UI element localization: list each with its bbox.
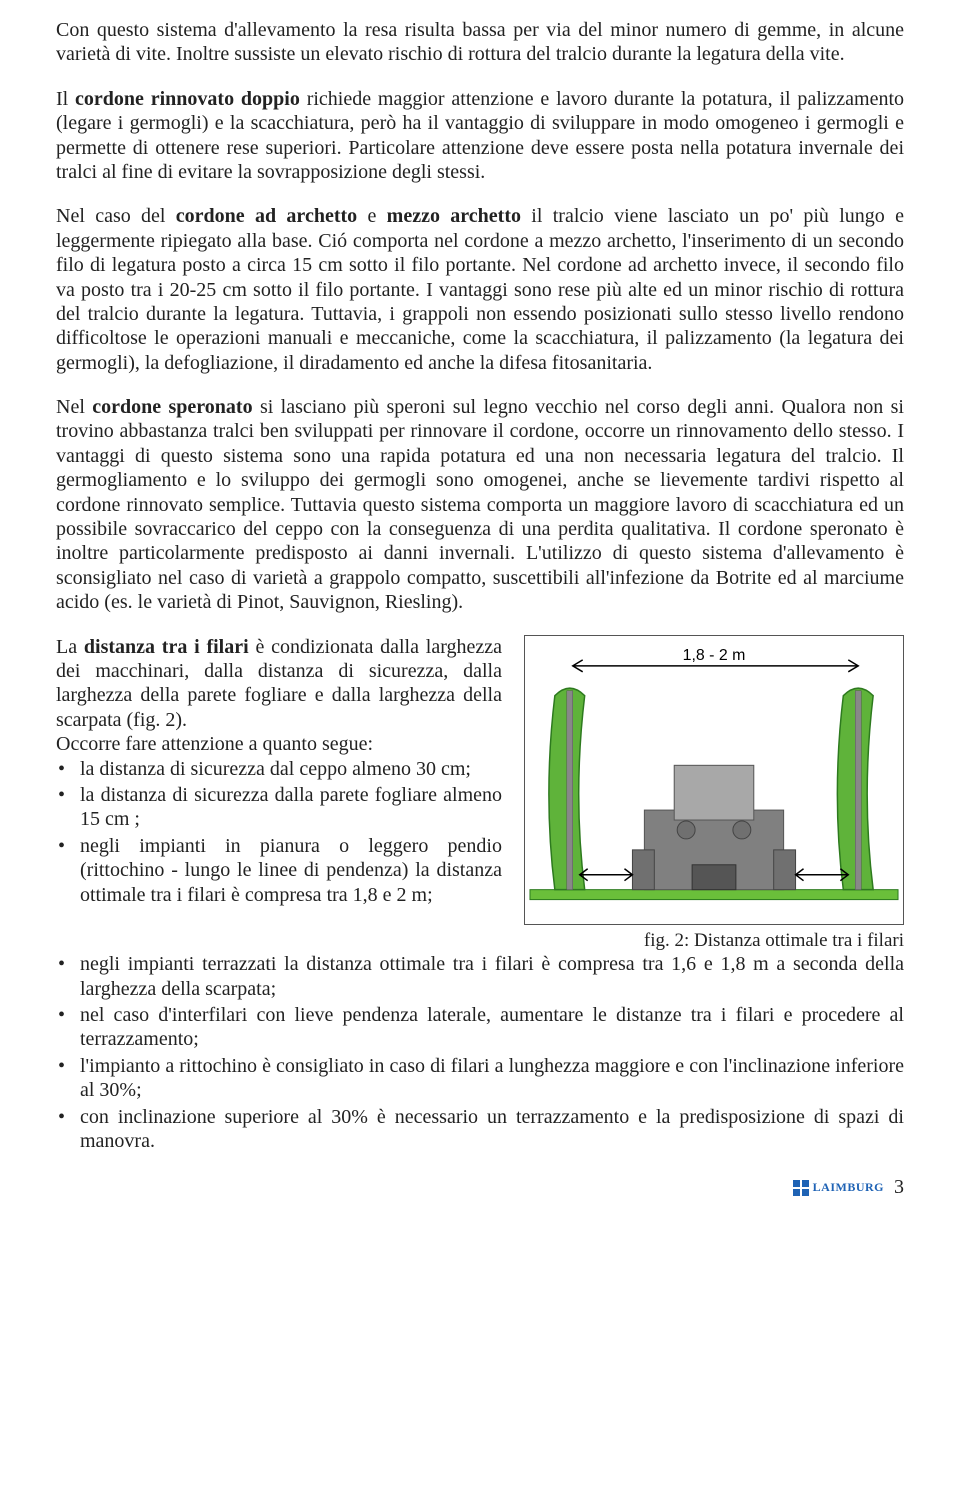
bullet-list-left: la distanza di sicurezza dal ceppo almen…	[56, 757, 502, 907]
p5-bold: distanza tra i filari	[84, 636, 249, 658]
figure-width-label: 1,8 - 2 m	[683, 646, 746, 663]
bullet-list-full: negli impianti terrazzati la distanza ot…	[56, 952, 904, 1153]
p5-prefix: La	[56, 636, 84, 658]
page-footer: LAIMBURG 3	[56, 1175, 904, 1199]
bullet-item: negli impianti in pianura o leggero pend…	[56, 834, 502, 907]
p2-bold: cordone rinnovato doppio	[75, 88, 300, 110]
p3-prefix: Nel caso del	[56, 205, 176, 227]
page-number: 3	[894, 1175, 904, 1199]
p2-prefix: Il	[56, 88, 75, 110]
bullet-item: con inclinazione superiore al 30% è nece…	[56, 1105, 904, 1154]
logo-text: LAIMBURG	[813, 1180, 884, 1195]
figure-svg: 1,8 - 2 m	[524, 635, 904, 925]
logo-icon	[793, 1180, 809, 1196]
logo: LAIMBURG	[793, 1180, 884, 1196]
bullet-item: l'impianto a rittochino è consigliato in…	[56, 1054, 904, 1103]
paragraph-5: La distanza tra i filari è condizionata …	[56, 635, 502, 733]
bullet-item: la distanza di sicurezza dal ceppo almen…	[56, 757, 502, 781]
p4-prefix: Nel	[56, 396, 92, 418]
bullet-item: negli impianti terrazzati la distanza ot…	[56, 952, 904, 1001]
p3-bold2: mezzo archetto	[387, 205, 521, 227]
bullet-item: nel caso d'interfilari con lieve pendenz…	[56, 1003, 904, 1052]
paragraph-3: Nel caso del cordone ad archetto e mezzo…	[56, 204, 904, 375]
p3-rest: il tralcio viene lasciato un po' più lun…	[56, 205, 904, 373]
paragraph-4: Nel cordone speronato si lasciano più sp…	[56, 395, 904, 615]
p3-mid1: e	[357, 205, 387, 227]
bullet-item: la distanza di sicurezza dalla parete fo…	[56, 783, 502, 832]
p3-bold1: cordone ad archetto	[176, 205, 357, 227]
figure-2: 1,8 - 2 m fig. 2: Distanza ottimale tra …	[524, 635, 904, 953]
paragraph-2: Il cordone rinnovato doppio richiede mag…	[56, 87, 904, 185]
figure-caption: fig. 2: Distanza ottimale tra i filari	[524, 929, 904, 952]
p4-rest: si lasciano più speroni sul legno vecchi…	[56, 396, 904, 613]
paragraph-5-line2: Occorre fare attenzione a quanto segue:	[56, 732, 502, 756]
paragraph-1: Con questo sistema d'allevamento la resa…	[56, 18, 904, 67]
p4-bold: cordone speronato	[92, 396, 252, 418]
